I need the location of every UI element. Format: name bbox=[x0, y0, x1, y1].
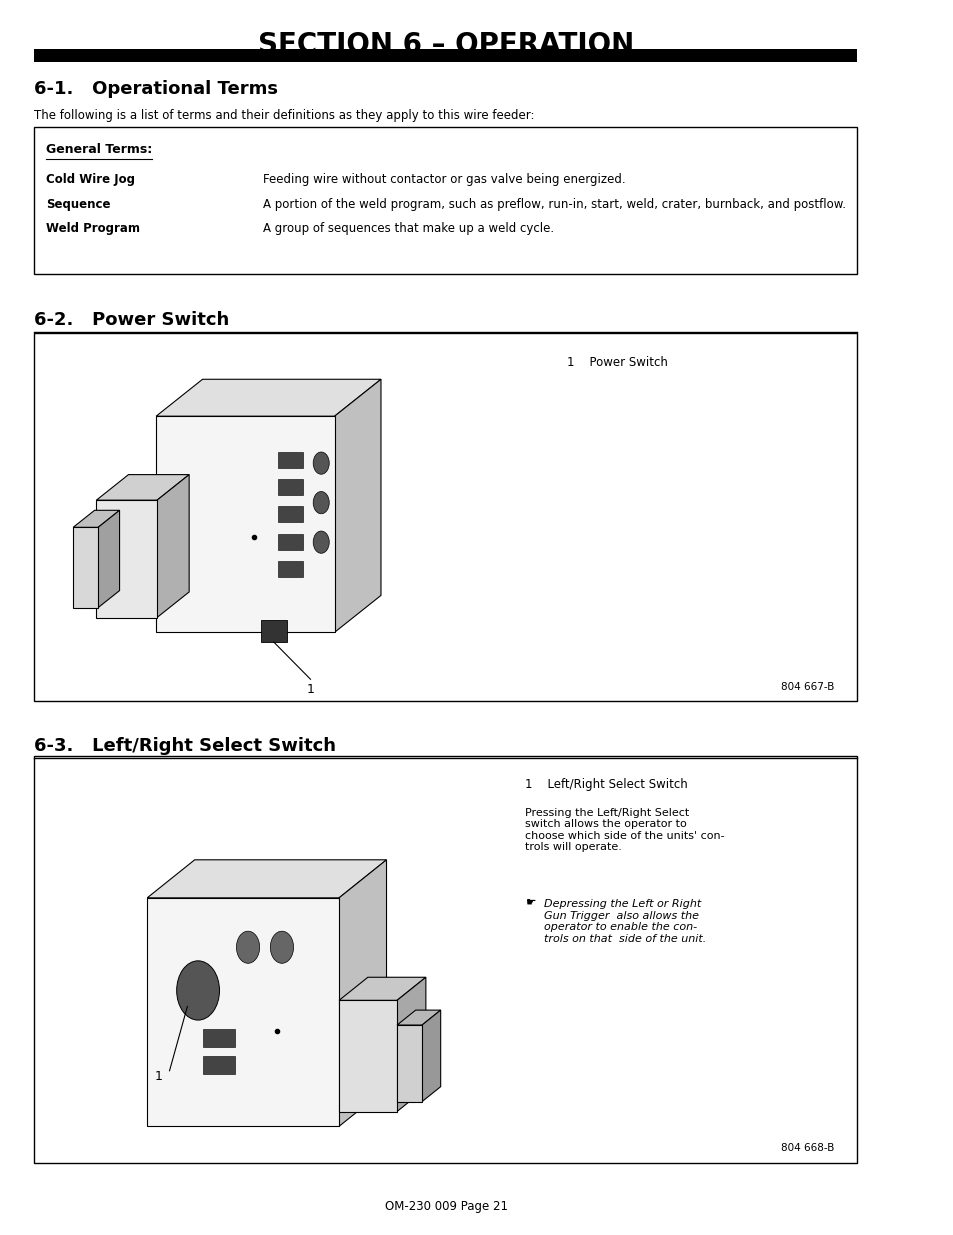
Polygon shape bbox=[338, 977, 425, 1000]
Polygon shape bbox=[396, 1010, 440, 1025]
Bar bbox=[202, 1029, 234, 1047]
Polygon shape bbox=[98, 510, 119, 608]
Text: 1    Left/Right Select Switch: 1 Left/Right Select Switch bbox=[524, 778, 687, 792]
Bar bbox=[34, 756, 856, 1163]
Polygon shape bbox=[335, 379, 380, 632]
Text: ☛: ☛ bbox=[524, 897, 535, 910]
Bar bbox=[278, 561, 303, 577]
Polygon shape bbox=[96, 474, 189, 500]
Polygon shape bbox=[396, 1025, 421, 1102]
Bar bbox=[34, 49, 856, 62]
Text: Depressing the Left or Right
Gun Trigger  also allows the
operator to enable the: Depressing the Left or Right Gun Trigger… bbox=[544, 899, 706, 944]
Polygon shape bbox=[96, 500, 157, 618]
Bar bbox=[278, 534, 303, 550]
Text: The following is a list of terms and their definitions as they apply to this wir: The following is a list of terms and the… bbox=[34, 109, 534, 122]
Text: SECTION 6 – OPERATION: SECTION 6 – OPERATION bbox=[257, 31, 634, 59]
Polygon shape bbox=[147, 860, 386, 898]
Bar bbox=[34, 333, 856, 701]
Text: 804 668-B: 804 668-B bbox=[781, 1144, 833, 1153]
Text: Feeding wire without contactor or gas valve being energized.: Feeding wire without contactor or gas va… bbox=[263, 173, 625, 186]
Circle shape bbox=[313, 492, 329, 514]
Text: 804 667-B: 804 667-B bbox=[781, 682, 833, 692]
Bar bbox=[260, 620, 287, 642]
Polygon shape bbox=[338, 1000, 396, 1112]
Polygon shape bbox=[157, 474, 189, 618]
Text: 1    Power Switch: 1 Power Switch bbox=[566, 356, 667, 369]
Text: Cold Wire Jog: Cold Wire Jog bbox=[47, 173, 135, 186]
Text: A group of sequences that make up a weld cycle.: A group of sequences that make up a weld… bbox=[263, 222, 554, 236]
Text: 6-3.   Left/Right Select Switch: 6-3. Left/Right Select Switch bbox=[34, 737, 335, 756]
Bar bbox=[34, 127, 856, 274]
Text: A portion of the weld program, such as preflow, run-in, start, weld, crater, bur: A portion of the weld program, such as p… bbox=[263, 198, 845, 211]
Polygon shape bbox=[338, 860, 386, 1126]
Text: General Terms:: General Terms: bbox=[47, 143, 152, 157]
Text: 6-2.   Power Switch: 6-2. Power Switch bbox=[34, 311, 229, 330]
Polygon shape bbox=[156, 416, 335, 632]
Bar bbox=[278, 506, 303, 522]
Polygon shape bbox=[396, 977, 425, 1112]
Text: Sequence: Sequence bbox=[47, 198, 111, 211]
Polygon shape bbox=[421, 1010, 440, 1102]
Polygon shape bbox=[147, 898, 338, 1126]
Bar bbox=[202, 1056, 234, 1074]
Polygon shape bbox=[73, 510, 119, 527]
Circle shape bbox=[313, 531, 329, 553]
Text: Weld Program: Weld Program bbox=[47, 222, 140, 236]
Text: 1: 1 bbox=[154, 1071, 163, 1083]
Circle shape bbox=[313, 452, 329, 474]
Bar bbox=[278, 452, 303, 468]
Polygon shape bbox=[73, 527, 98, 608]
Bar bbox=[278, 479, 303, 495]
Circle shape bbox=[270, 931, 294, 963]
Circle shape bbox=[236, 931, 259, 963]
Text: 1: 1 bbox=[306, 683, 314, 697]
Text: OM-230 009 Page 21: OM-230 009 Page 21 bbox=[384, 1199, 507, 1213]
Polygon shape bbox=[156, 379, 380, 416]
Text: Pressing the Left/Right Select
switch allows the operator to
choose which side o: Pressing the Left/Right Select switch al… bbox=[524, 808, 723, 852]
Circle shape bbox=[176, 961, 219, 1020]
Text: 6-1.   Operational Terms: 6-1. Operational Terms bbox=[34, 80, 277, 99]
